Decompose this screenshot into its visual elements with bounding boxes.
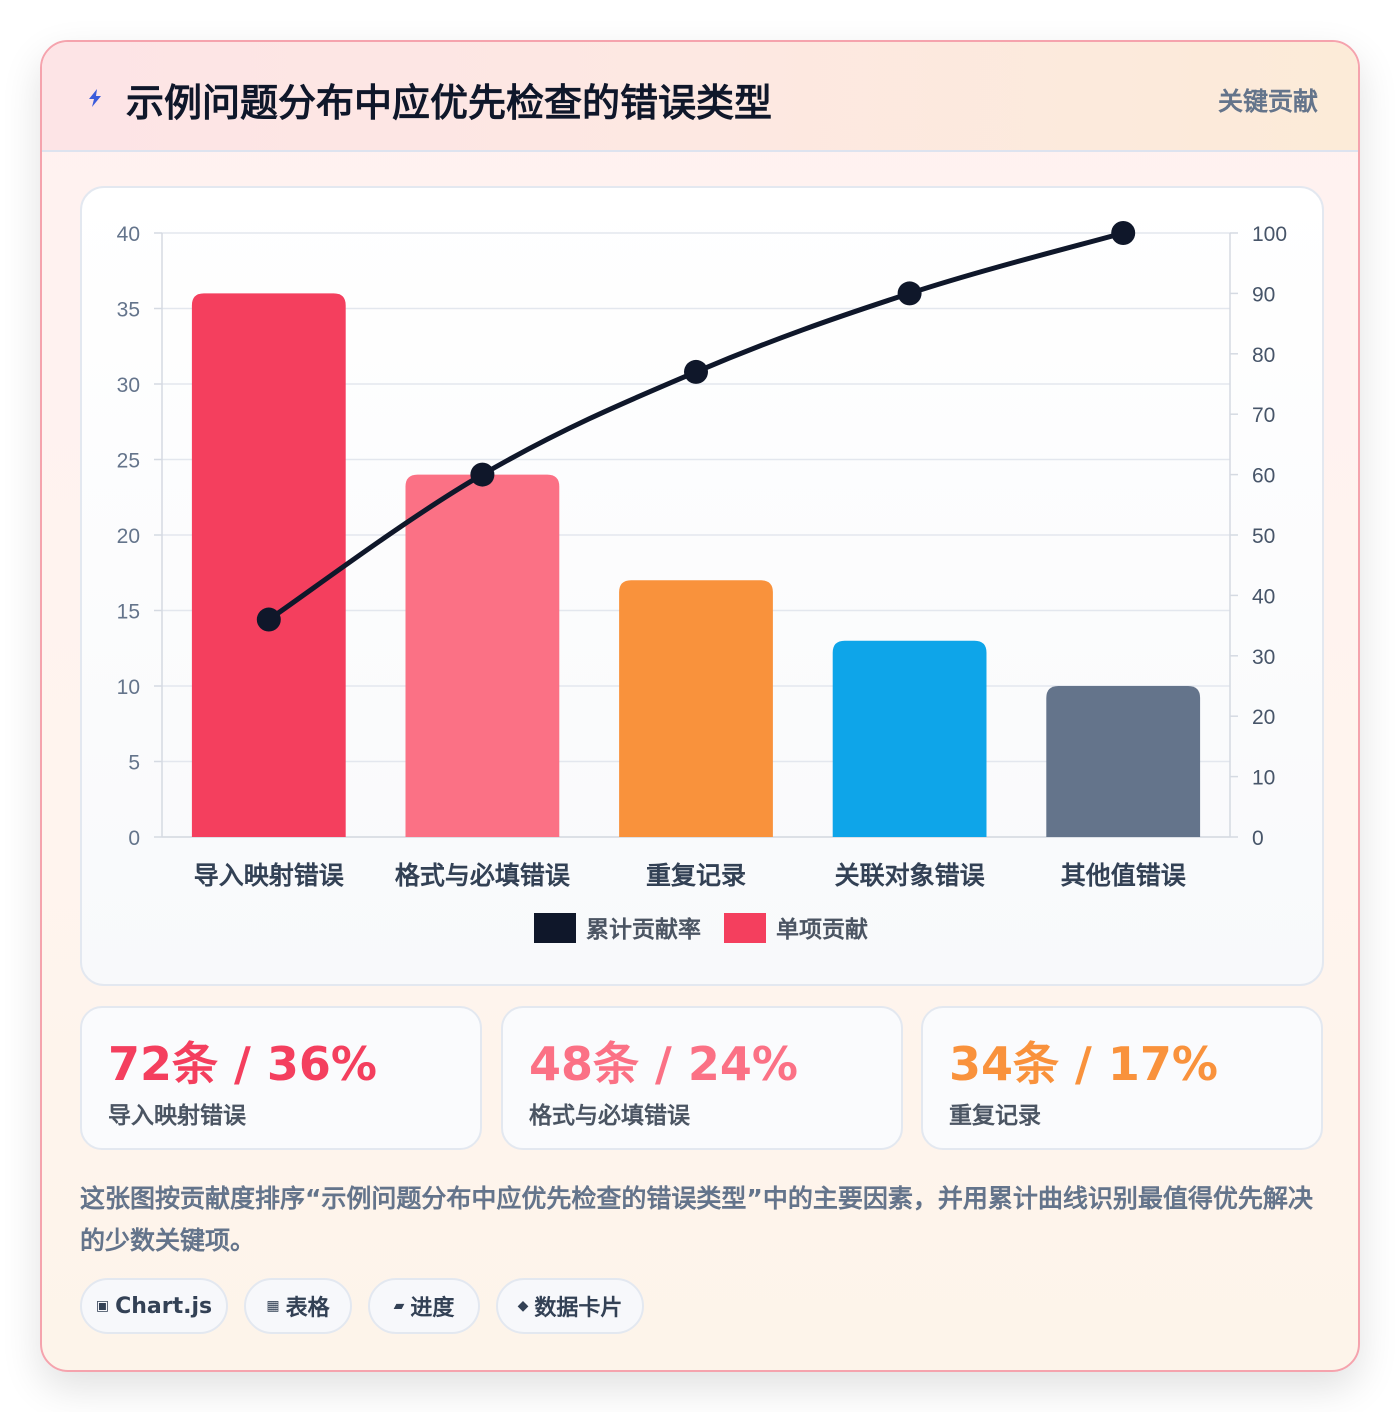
- legend-swatch: [534, 913, 576, 943]
- stat-value: 48条 / 24%: [529, 1037, 798, 1091]
- x-tick-label: 格式与必填错误: [395, 861, 571, 890]
- y-right-tick-label: 20: [1252, 706, 1275, 729]
- header-badge: 关键贡献: [1217, 87, 1318, 116]
- chart-description: 这张图按贡献度排序“示例问题分布中应优先检查的错误类型”中的主要因素，并用累计曲…: [80, 1184, 1313, 1255]
- chip-label: 表格: [285, 1296, 330, 1321]
- bar: [405, 474, 560, 837]
- y-left-tick-label: 5: [128, 752, 140, 775]
- chip-label: 数据卡片: [534, 1296, 623, 1321]
- chart-icon: ▣: [95, 1298, 110, 1314]
- chip-label: 进度: [410, 1296, 455, 1321]
- y-right-tick-label: 100: [1252, 223, 1287, 246]
- table-icon: ▦: [266, 1298, 280, 1314]
- y-right-tick-label: 50: [1252, 525, 1275, 548]
- y-left-tick-label: 25: [117, 450, 140, 473]
- pareto-card: 示例问题分布中应优先检查的错误类型 关键贡献 0 5 10 15 20 25 30 35 40 0…: [40, 40, 1360, 1372]
- x-tick-label: 重复记录: [646, 861, 746, 890]
- cumulative-line: [266, 230, 1126, 623]
- line-point: [897, 281, 922, 306]
- y-right-tick-label: 0: [1252, 827, 1264, 850]
- y-right-tick-label: 60: [1252, 465, 1275, 488]
- stat-label: 导入映射错误: [108, 1103, 246, 1129]
- chip-data-card[interactable]: ◆ 数据卡片: [496, 1278, 644, 1334]
- y-right-tick-label: 80: [1252, 344, 1275, 367]
- chip-progress[interactable]: ▰ 进度: [368, 1278, 480, 1334]
- x-tick-label: 其他值错误: [1061, 861, 1187, 890]
- chip-label: Chart.js: [115, 1293, 213, 1319]
- y-left-tick-label: 30: [117, 374, 140, 397]
- y-right-tick-label: 70: [1252, 404, 1275, 427]
- stat-card-2: 48条 / 24% 格式与必填错误: [501, 1006, 903, 1150]
- bar: [832, 640, 987, 837]
- stat-card-3: 34条 / 17% 重复记录: [921, 1006, 1323, 1150]
- y-left-tick-label: 35: [117, 299, 140, 322]
- stat-label: 重复记录: [949, 1103, 1041, 1129]
- stat-card-1: 72条 / 36% 导入映射错误: [80, 1006, 482, 1150]
- line-point: [1111, 221, 1136, 245]
- y-right-tick-label: 90: [1252, 283, 1275, 306]
- lightning-icon: [89, 89, 101, 107]
- stat-label: 格式与必填错误: [529, 1103, 690, 1129]
- bar: [1046, 686, 1201, 837]
- y-left-tick-label: 20: [117, 525, 140, 548]
- y-left-tick-label: 0: [128, 827, 140, 850]
- y-left-tick-label: 40: [117, 223, 140, 246]
- line-point: [470, 462, 495, 487]
- legend-label: 单项贡献: [776, 916, 868, 942]
- legend-swatch: [724, 913, 766, 943]
- line-point: [684, 359, 708, 384]
- progress-icon: ▰: [393, 1298, 405, 1314]
- legend-label: 累计贡献率: [586, 916, 701, 942]
- y-left-tick-label: 10: [117, 676, 140, 699]
- x-tick-label: 关联对象错误: [835, 862, 986, 890]
- y-right-tick-label: 10: [1252, 767, 1275, 790]
- chip-chartjs[interactable]: ▣ Chart.js: [80, 1278, 228, 1334]
- chip-table[interactable]: ▦ 表格: [244, 1278, 352, 1334]
- chart-panel: 0 5 10 15 20 25 30 35 40 0 10 20 30 40 50 60 70 80 90 100 导入…: [80, 186, 1324, 986]
- bar: [619, 580, 773, 837]
- diamond-icon: ◆: [517, 1298, 529, 1314]
- stat-value: 72条 / 36%: [108, 1037, 377, 1091]
- y-right-tick-label: 40: [1252, 585, 1275, 608]
- y-right-tick-label: 30: [1252, 646, 1275, 669]
- y-left-tick-label: 15: [117, 601, 140, 624]
- pareto-chart: 0 5 10 15 20 25 30 35 40 0 10 20 30 40 50 60 70 80 90 100 导入…: [117, 221, 1287, 943]
- card-header: 示例问题分布中应优先检查的错误类型 关键贡献: [42, 42, 1358, 152]
- bar: [191, 293, 346, 837]
- x-tick-label: 导入映射错误: [194, 862, 345, 890]
- line-point: [256, 607, 281, 632]
- page-title: 示例问题分布中应优先检查的错误类型: [126, 81, 773, 125]
- stat-value: 34条 / 17%: [949, 1037, 1218, 1091]
